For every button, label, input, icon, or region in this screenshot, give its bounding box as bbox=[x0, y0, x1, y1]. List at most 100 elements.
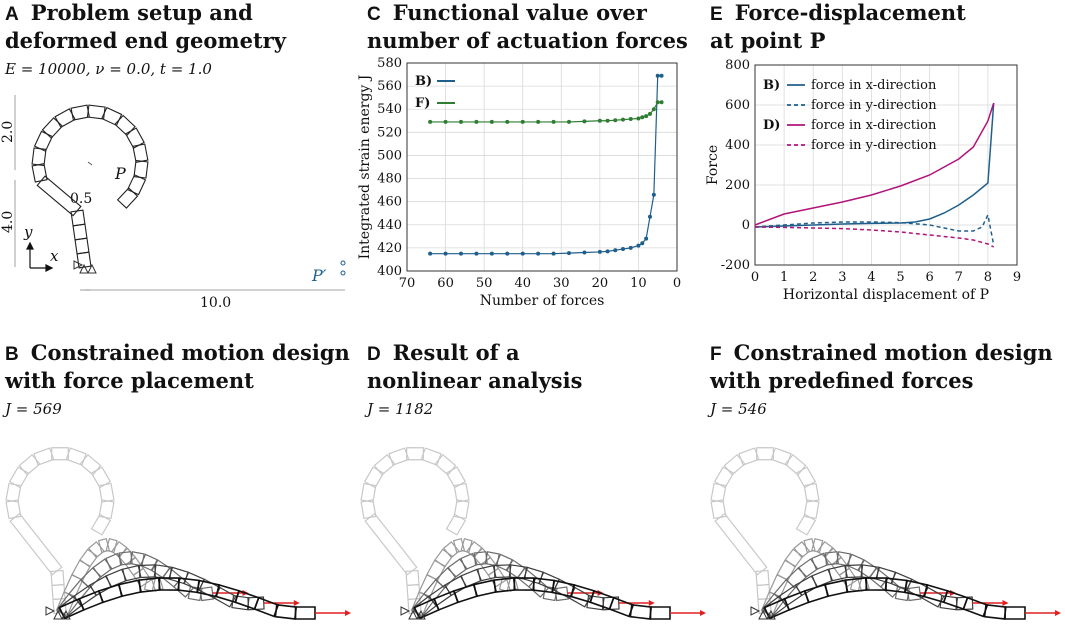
structure-cell bbox=[803, 583, 830, 604]
data-point bbox=[489, 251, 494, 256]
panel-d-title-2: nonlinear analysis bbox=[367, 368, 583, 393]
legend-label: force in y-direction bbox=[811, 98, 937, 113]
data-point bbox=[520, 119, 525, 124]
structure-cell bbox=[105, 537, 118, 554]
structure-cell bbox=[784, 548, 804, 568]
structure-cell bbox=[493, 564, 511, 579]
panel-c-title-1: C Functional value over bbox=[367, 0, 647, 27]
structure-cell bbox=[118, 551, 133, 566]
structure-cell bbox=[795, 466, 817, 489]
data-point bbox=[567, 251, 571, 256]
structure-cell bbox=[71, 559, 91, 582]
y-tick-label: 560 bbox=[377, 79, 402, 94]
structure-cell bbox=[114, 114, 136, 137]
structure-cell bbox=[714, 512, 768, 576]
x-tick-label: 9 bbox=[1013, 270, 1021, 285]
structure-cell bbox=[453, 583, 479, 604]
y-axis-label: Integrated strain energy J bbox=[357, 75, 373, 260]
data-point bbox=[621, 247, 625, 252]
structure-cell bbox=[294, 606, 316, 620]
force-arrow-head bbox=[1055, 610, 1061, 616]
data-point bbox=[489, 119, 494, 124]
panel-d-letter: D bbox=[367, 344, 381, 365]
structure-cell bbox=[405, 569, 420, 587]
structure-cell bbox=[90, 513, 112, 536]
deformed-configuration bbox=[411, 551, 569, 618]
structure-cell bbox=[445, 466, 467, 489]
data-point bbox=[567, 119, 571, 124]
structure-cell bbox=[70, 104, 90, 121]
structure-cell bbox=[453, 499, 470, 520]
series-line bbox=[754, 212, 995, 246]
structure-cell bbox=[79, 548, 99, 568]
deformed-configuration bbox=[761, 551, 922, 618]
structure-cell bbox=[50, 569, 65, 587]
legend-group: D) bbox=[763, 118, 780, 133]
plot-frame bbox=[406, 62, 678, 272]
structure-cell bbox=[723, 453, 746, 476]
structure-cell bbox=[105, 568, 128, 588]
data-point bbox=[551, 251, 556, 256]
center-mark bbox=[87, 161, 93, 166]
panel-f: F Constrained motion design with predefin… bbox=[705, 340, 1065, 638]
structure-cell bbox=[794, 575, 819, 597]
data-point bbox=[582, 250, 587, 255]
panel-f-j-value: J = 546 bbox=[710, 400, 767, 418]
data-point bbox=[651, 107, 656, 112]
structure-cell bbox=[797, 558, 819, 579]
deformed-configuration bbox=[762, 564, 974, 619]
x-tick-label: 1 bbox=[780, 270, 788, 285]
data-point bbox=[628, 117, 633, 122]
panel-d-title-text-1: Result of a bbox=[392, 340, 520, 365]
force-arrow-head bbox=[1002, 600, 1009, 606]
y-tick-label: 540 bbox=[377, 102, 402, 117]
structure-cell bbox=[86, 104, 106, 120]
support-icon bbox=[766, 609, 776, 620]
support-icon bbox=[416, 609, 426, 620]
support-icon bbox=[400, 606, 411, 616]
data-point bbox=[640, 115, 645, 120]
structure-cell bbox=[434, 548, 454, 568]
structure-cell bbox=[406, 583, 421, 601]
structure-cell bbox=[105, 552, 124, 571]
structure-cell bbox=[373, 453, 396, 476]
legend-label: force in x-direction bbox=[811, 118, 937, 133]
structure-cell bbox=[133, 159, 149, 179]
data-point bbox=[644, 236, 649, 241]
structure-cell bbox=[445, 513, 467, 536]
panel-a-title-1: A Problem setup and bbox=[5, 0, 253, 27]
data-point bbox=[655, 73, 660, 78]
y-tick-label: 200 bbox=[725, 178, 750, 193]
structure-cell bbox=[434, 453, 457, 476]
support-icon bbox=[758, 609, 768, 620]
structure-cell bbox=[803, 482, 820, 503]
structure-cell bbox=[122, 564, 142, 582]
structure-cell bbox=[18, 453, 41, 476]
panel-a: A Problem setup and deformed end geometry… bbox=[0, 0, 350, 320]
data-point bbox=[640, 241, 645, 246]
structure-cell bbox=[126, 174, 147, 196]
structure-cell bbox=[983, 603, 1007, 620]
structure-cell bbox=[110, 540, 128, 559]
data-point bbox=[644, 114, 649, 119]
structure-cell bbox=[5, 482, 22, 503]
panel-e-title-text-1: Force-displacement bbox=[734, 0, 966, 25]
structure-cell bbox=[713, 466, 735, 489]
panel-b-title-1: B Constrained motion design bbox=[5, 340, 350, 367]
support-icon bbox=[45, 606, 56, 616]
data-point bbox=[459, 251, 463, 256]
y-tick-label: 0 bbox=[742, 218, 750, 233]
y-tick-label: 400 bbox=[377, 264, 402, 279]
data-point bbox=[505, 251, 510, 256]
structure-cell bbox=[65, 447, 87, 466]
structure-cell bbox=[442, 541, 460, 559]
data-point bbox=[636, 243, 641, 248]
y-tick-label: 500 bbox=[377, 148, 402, 163]
force-arrow-head bbox=[700, 610, 706, 616]
panel-e-letter: E bbox=[710, 4, 723, 25]
axis-y-label: y bbox=[23, 223, 33, 241]
x-tick-label: 0 bbox=[751, 270, 759, 285]
x-tick-label: 8 bbox=[984, 270, 992, 285]
y-tick-label: 800 bbox=[725, 58, 750, 73]
panel-e-title-1: E Force-displacement bbox=[710, 0, 966, 27]
